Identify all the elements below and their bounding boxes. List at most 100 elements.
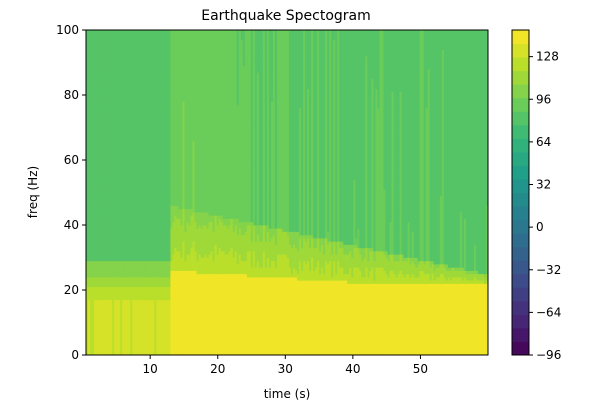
heatmap-cell	[112, 130, 115, 135]
heatmap-cell	[110, 283, 113, 288]
heatmap-cell	[92, 33, 95, 37]
heatmap-cell	[102, 85, 105, 89]
heatmap-cell	[94, 179, 97, 184]
heatmap-cell	[86, 309, 89, 314]
heatmap-cell	[90, 205, 93, 210]
heatmap-cell	[90, 39, 93, 44]
heatmap-cell	[112, 95, 115, 99]
heatmap-cell	[112, 143, 115, 148]
heatmap-cell	[88, 238, 91, 242]
heatmap-cell	[94, 332, 97, 336]
heatmap-cell	[90, 169, 93, 174]
heatmap-cell	[106, 36, 109, 41]
heatmap-cell	[96, 280, 99, 284]
heatmap-cell	[98, 150, 101, 154]
heatmap-cell	[98, 130, 101, 135]
heatmap-cell	[96, 335, 99, 340]
heatmap-cell	[112, 342, 115, 346]
heatmap-cell	[90, 59, 93, 63]
heatmap-cell	[114, 283, 117, 288]
heatmap-cell	[114, 228, 117, 232]
heatmap-cell	[114, 189, 117, 193]
heatmap-cell	[110, 244, 113, 249]
heatmap-cell	[90, 111, 93, 115]
heatmap-cell	[100, 316, 103, 320]
heatmap-cell	[102, 322, 105, 327]
heatmap-cell	[94, 117, 97, 122]
heatmap-cell	[112, 296, 115, 301]
heatmap-cell	[88, 251, 91, 255]
heatmap-cell	[110, 121, 113, 125]
heatmap-cell	[110, 179, 113, 184]
heatmap-cell	[92, 283, 95, 288]
heatmap-cell	[112, 195, 115, 200]
heatmap-cell	[108, 166, 111, 171]
heatmap-cell	[110, 98, 113, 102]
heatmap-cell	[88, 335, 91, 340]
heatmap-cell	[106, 319, 109, 323]
heatmap-cell	[96, 234, 99, 239]
heatmap-cell	[94, 137, 97, 141]
heatmap-cell	[90, 303, 93, 307]
heatmap-cell	[88, 215, 91, 219]
heatmap-cell	[90, 134, 93, 138]
heatmap-cell	[100, 205, 103, 210]
heatmap-cell	[88, 36, 91, 41]
heatmap-cell	[114, 306, 117, 310]
heatmap-cell	[100, 137, 103, 141]
heatmap-cell	[102, 153, 105, 158]
heatmap-cell	[100, 85, 103, 89]
heatmap-cell	[110, 325, 113, 330]
heatmap-cell	[102, 186, 105, 190]
heatmap-cell	[88, 91, 91, 96]
heatmap-cell	[98, 238, 101, 242]
heatmap-cell	[112, 212, 115, 216]
heatmap-cell	[104, 30, 107, 34]
heatmap-cell	[94, 130, 97, 135]
heatmap-cell	[92, 137, 95, 141]
heatmap-cell	[102, 137, 105, 141]
heatmap-cell	[110, 143, 113, 148]
heatmap-cell	[106, 286, 109, 291]
heatmap-cell	[104, 95, 107, 99]
heatmap-cell	[106, 173, 109, 177]
heatmap-cell	[106, 39, 109, 44]
heatmap-cell	[96, 251, 99, 255]
heatmap-cell	[110, 95, 113, 99]
heatmap-cell	[86, 69, 89, 73]
heatmap-cell	[92, 303, 95, 307]
heatmap-cell	[100, 108, 103, 112]
heatmap-cell	[98, 231, 101, 236]
heatmap-cell	[90, 247, 93, 252]
heatmap-cell	[110, 147, 113, 151]
heatmap-cell	[108, 108, 111, 112]
heatmap-cell	[112, 257, 115, 262]
heatmap-cell	[106, 299, 109, 304]
heatmap-cell	[112, 205, 115, 210]
heatmap-cell	[102, 36, 105, 41]
heatmap-cell	[94, 189, 97, 193]
heatmap-cell	[86, 33, 89, 37]
heatmap-cell	[104, 221, 107, 226]
heatmap-cell	[98, 338, 101, 343]
heatmap-cell	[92, 351, 95, 356]
heatmap-cell	[102, 329, 105, 333]
heatmap-cell	[92, 205, 95, 210]
heatmap-cell	[88, 306, 91, 310]
heatmap-cell	[110, 124, 113, 128]
heatmap-cell	[104, 254, 107, 258]
heatmap-cell	[92, 179, 95, 184]
heatmap-cell	[92, 156, 95, 161]
heatmap-cell	[90, 189, 93, 193]
heatmap-cell	[94, 325, 97, 330]
heatmap-cell	[96, 30, 99, 34]
heatmap-cell	[92, 30, 95, 34]
heatmap-cell	[106, 199, 109, 203]
heatmap-cell	[108, 95, 111, 99]
heatmap-cell	[104, 338, 107, 343]
heatmap-cell	[108, 189, 111, 193]
heatmap-cell	[88, 286, 91, 291]
heatmap-cell	[86, 290, 89, 294]
heatmap-cell	[108, 36, 111, 41]
heatmap-cell	[102, 218, 105, 223]
